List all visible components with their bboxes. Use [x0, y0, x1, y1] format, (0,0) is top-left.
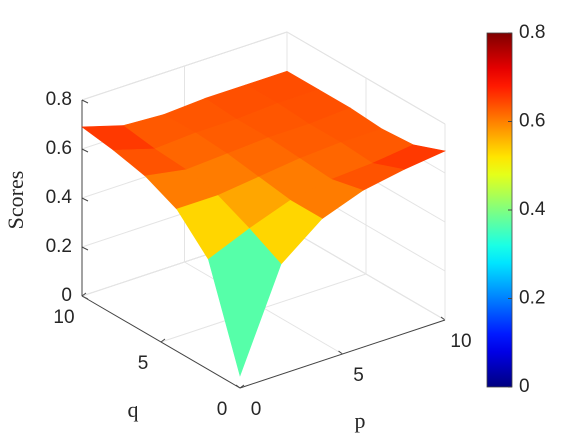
z-tick: [81, 148, 89, 153]
colorbar-tick-label: 0.8: [519, 22, 545, 43]
axis-line: [81, 295, 241, 389]
z-tick: [81, 197, 89, 202]
z-tick: [81, 99, 89, 104]
x-axis-label: p: [355, 408, 366, 433]
x-tick: [440, 316, 446, 321]
x-tick: [338, 350, 343, 355]
y-axis-label: q: [128, 397, 139, 422]
y-tick: [160, 338, 166, 343]
axis-line: [239, 319, 446, 389]
y-tick-label: 5: [138, 353, 149, 374]
y-tick: [81, 292, 87, 297]
x-tick-label: 10: [450, 331, 471, 352]
z-tick-label: 0.2: [46, 236, 72, 257]
surface-patch: [208, 228, 282, 377]
colorbar-tick-label: 0.2: [519, 288, 545, 309]
x-tick-label: 0: [251, 399, 262, 420]
y-tick-label: 0: [217, 399, 228, 420]
colorbar-tick-label: 0: [519, 376, 530, 397]
z-tick: [81, 246, 89, 251]
z-tick-label: 0: [61, 285, 72, 306]
z-tick-label: 0.4: [46, 187, 73, 208]
y-tick-label: 10: [53, 307, 74, 328]
z-axis-label: Scores: [3, 171, 28, 230]
colorbar-tick-label: 0.4: [519, 199, 546, 220]
colorbar-tick-label: 0.6: [519, 111, 545, 132]
z-tick-label: 0.8: [46, 89, 72, 110]
z-tick-label: 0.6: [46, 138, 72, 159]
x-tick-label: 5: [353, 365, 364, 386]
